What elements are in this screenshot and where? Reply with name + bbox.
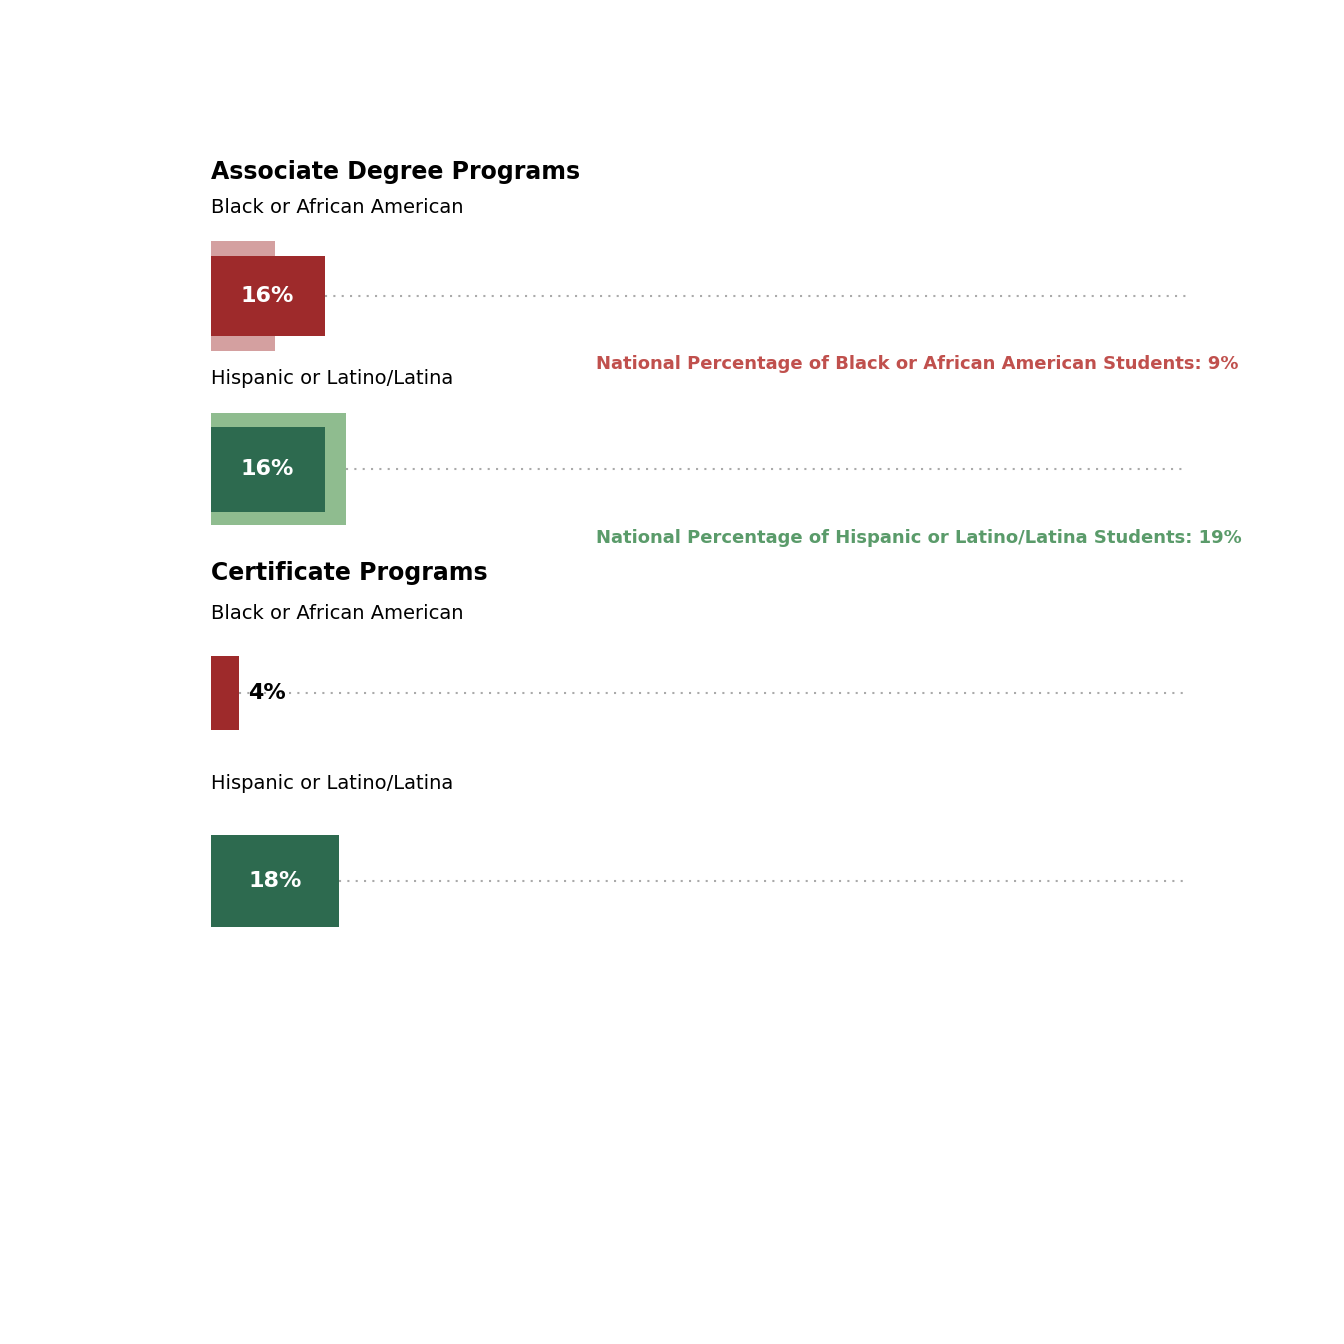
Text: 16%: 16%	[241, 286, 294, 306]
Text: 4%: 4%	[249, 683, 286, 703]
Bar	[211, 413, 347, 526]
Text: 16%: 16%	[241, 460, 294, 480]
Text: National Percentage of Hispanic or Latino/Latina Students: 19%: National Percentage of Hispanic or Latin…	[595, 530, 1242, 547]
Bar	[211, 241, 274, 352]
Text: Black or African American: Black or African American	[211, 198, 464, 216]
Text: 18%: 18%	[249, 871, 301, 891]
Text: Hispanic or Latino/Latina: Hispanic or Latino/Latina	[211, 774, 453, 793]
Text: Associate Degree Programs: Associate Degree Programs	[211, 160, 579, 184]
Text: Black or African American: Black or African American	[211, 605, 464, 624]
Bar	[211, 835, 339, 927]
Text: National Percentage of Black or African American Students: 9%: National Percentage of Black or African …	[595, 355, 1238, 374]
Bar	[211, 255, 325, 336]
Bar	[211, 656, 239, 730]
Bar	[211, 427, 325, 512]
Text: Hispanic or Latino/Latina: Hispanic or Latino/Latina	[211, 370, 453, 388]
Text: Certificate Programs: Certificate Programs	[211, 560, 488, 585]
